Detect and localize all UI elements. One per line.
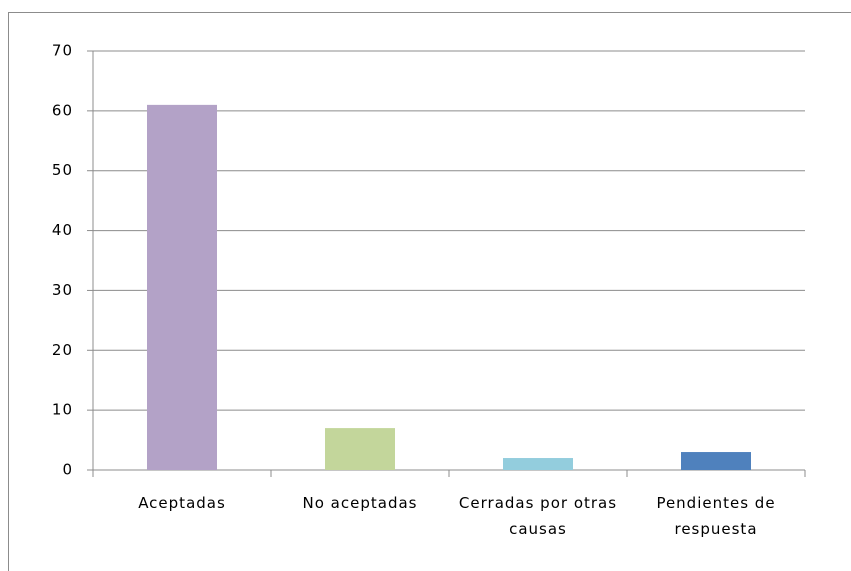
y-tick-label: 60: [52, 101, 73, 119]
x-tick-label: No aceptadas: [302, 494, 418, 512]
x-tick-label: Pendientes de respuesta: [656, 494, 776, 538]
bar: [503, 458, 573, 470]
bar: [681, 452, 751, 470]
y-tick-label: 0: [62, 461, 73, 479]
y-tick-label: 30: [52, 281, 73, 299]
y-tick-label: 50: [52, 161, 73, 179]
x-tick-label: Aceptadas: [138, 494, 226, 512]
y-tick-label: 40: [52, 221, 73, 239]
y-tick-label: 20: [52, 341, 73, 359]
y-tick-label: 70: [52, 42, 73, 60]
y-tick-label: 10: [52, 401, 73, 419]
x-tick-label: Cerradas por otras causas: [458, 494, 618, 538]
chart-border: [8, 12, 851, 571]
bar: [147, 104, 217, 470]
bar: [325, 428, 395, 470]
